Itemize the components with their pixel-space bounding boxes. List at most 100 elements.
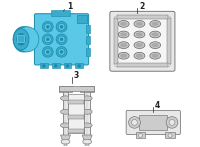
Bar [86, 25, 90, 33]
Ellipse shape [136, 43, 143, 47]
Circle shape [166, 117, 178, 128]
Ellipse shape [13, 29, 29, 50]
Polygon shape [82, 135, 92, 141]
Circle shape [42, 21, 53, 32]
Bar [63, 89, 68, 137]
Circle shape [58, 23, 65, 30]
Circle shape [168, 133, 172, 137]
Circle shape [44, 36, 51, 43]
Ellipse shape [152, 22, 159, 26]
FancyBboxPatch shape [115, 16, 170, 66]
FancyBboxPatch shape [110, 11, 175, 71]
Bar [136, 132, 145, 138]
Circle shape [60, 38, 63, 41]
Circle shape [66, 64, 69, 67]
Bar [117, 15, 168, 19]
Ellipse shape [136, 33, 143, 36]
Circle shape [169, 120, 175, 125]
Ellipse shape [150, 42, 161, 49]
Ellipse shape [14, 27, 36, 52]
Bar [68, 100, 84, 104]
FancyBboxPatch shape [34, 14, 89, 65]
Ellipse shape [136, 22, 143, 26]
Ellipse shape [150, 31, 161, 38]
Ellipse shape [82, 96, 92, 101]
Ellipse shape [150, 20, 161, 27]
Circle shape [44, 23, 51, 30]
Ellipse shape [118, 31, 129, 38]
Ellipse shape [120, 43, 127, 47]
Circle shape [129, 117, 140, 128]
Bar [51, 10, 70, 16]
Bar [165, 132, 175, 138]
Circle shape [42, 47, 53, 57]
Circle shape [58, 49, 65, 55]
Circle shape [54, 64, 57, 67]
Ellipse shape [15, 27, 39, 52]
Ellipse shape [134, 20, 145, 27]
Bar [167, 18, 171, 64]
Ellipse shape [120, 54, 127, 58]
Bar [85, 144, 89, 147]
Text: 1: 1 [67, 2, 73, 11]
Circle shape [58, 36, 65, 43]
Bar [114, 18, 118, 64]
Ellipse shape [82, 123, 92, 128]
Circle shape [132, 120, 137, 125]
Bar [40, 62, 48, 68]
Bar [117, 62, 168, 67]
Circle shape [42, 34, 53, 45]
Ellipse shape [61, 109, 70, 114]
Circle shape [138, 133, 142, 137]
Bar [68, 129, 84, 133]
Text: 3: 3 [73, 71, 79, 80]
Ellipse shape [152, 54, 159, 58]
Circle shape [60, 25, 63, 28]
Bar [139, 115, 167, 130]
Bar [86, 36, 90, 44]
Bar [64, 144, 67, 147]
Circle shape [46, 50, 49, 53]
Ellipse shape [118, 42, 129, 49]
Ellipse shape [13, 27, 33, 52]
Ellipse shape [61, 139, 70, 144]
Text: 2: 2 [139, 2, 145, 11]
Bar [80, 86, 94, 91]
Ellipse shape [152, 33, 159, 36]
Bar [86, 48, 90, 56]
Circle shape [46, 25, 49, 28]
Ellipse shape [61, 123, 70, 128]
Ellipse shape [120, 33, 127, 36]
Bar [59, 86, 72, 91]
Ellipse shape [150, 52, 161, 59]
Circle shape [78, 64, 81, 67]
Circle shape [56, 47, 67, 57]
Bar [75, 62, 83, 68]
Ellipse shape [83, 139, 92, 144]
Circle shape [56, 34, 67, 45]
Bar [64, 62, 71, 68]
Bar [77, 15, 87, 23]
Ellipse shape [118, 52, 129, 59]
Ellipse shape [134, 52, 145, 59]
Bar [68, 115, 84, 119]
Circle shape [44, 49, 51, 55]
Circle shape [42, 64, 45, 67]
Bar [52, 62, 60, 68]
Text: 4: 4 [154, 101, 159, 110]
Bar [59, 86, 94, 91]
Ellipse shape [152, 43, 159, 47]
Bar [68, 94, 84, 133]
Ellipse shape [134, 42, 145, 49]
Ellipse shape [61, 96, 70, 101]
Circle shape [56, 21, 67, 32]
Polygon shape [61, 135, 70, 141]
Ellipse shape [136, 54, 143, 58]
Circle shape [60, 50, 63, 53]
FancyBboxPatch shape [126, 110, 180, 135]
Bar [84, 89, 90, 137]
Ellipse shape [120, 22, 127, 26]
Ellipse shape [17, 34, 26, 45]
Ellipse shape [82, 109, 92, 114]
Bar [17, 35, 24, 42]
